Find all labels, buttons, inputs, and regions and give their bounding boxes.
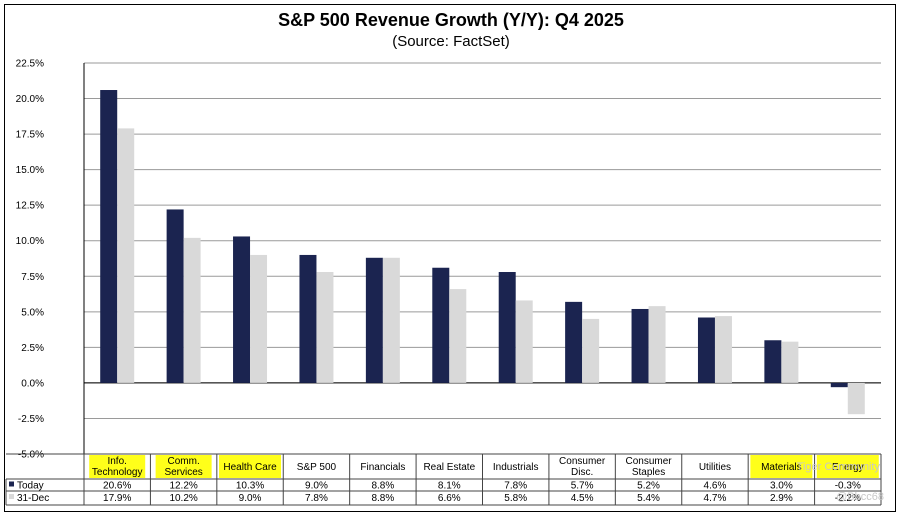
category-highlight bbox=[89, 455, 146, 478]
bar-31dec bbox=[449, 289, 467, 383]
bar-today bbox=[631, 308, 649, 383]
category-label: Industrials bbox=[493, 462, 539, 473]
y-tick-label: -5.0% bbox=[18, 450, 44, 461]
data-label: 5.8% bbox=[504, 493, 527, 504]
bar-today bbox=[697, 317, 715, 383]
category-label: Energy bbox=[832, 462, 864, 473]
data-label: 3.0% bbox=[770, 481, 793, 492]
category-label: Services bbox=[164, 467, 202, 478]
bar-today bbox=[233, 236, 251, 383]
category-label: Utilities bbox=[699, 462, 731, 473]
bar-today bbox=[498, 272, 516, 383]
category-label: Financials bbox=[360, 462, 405, 473]
category-label: Consumer bbox=[559, 456, 606, 467]
bar-31dec bbox=[714, 316, 732, 383]
bar-today bbox=[100, 90, 118, 383]
category-label: Technology bbox=[92, 467, 143, 478]
y-tick-label: 5.0% bbox=[21, 307, 44, 318]
data-label: 10.3% bbox=[236, 481, 264, 492]
bar-31dec bbox=[781, 341, 799, 383]
legend-swatch bbox=[9, 494, 14, 499]
data-label: 10.2% bbox=[169, 493, 197, 504]
bar-today bbox=[830, 382, 848, 388]
legend-label: 31-Dec bbox=[17, 493, 49, 504]
data-label: 4.7% bbox=[704, 493, 727, 504]
y-tick-label: 12.5% bbox=[16, 201, 44, 212]
data-label: 5.4% bbox=[637, 493, 660, 504]
chart-frame bbox=[4, 4, 896, 512]
bar-31dec bbox=[183, 237, 201, 383]
y-tick-label: 7.5% bbox=[21, 272, 44, 283]
bar-31dec bbox=[582, 318, 600, 383]
legend-label: Today bbox=[17, 481, 44, 492]
category-label: Consumer bbox=[625, 456, 672, 467]
data-label: 12.2% bbox=[169, 481, 197, 492]
category-highlight bbox=[750, 455, 813, 478]
data-label: 9.0% bbox=[239, 493, 262, 504]
bar-31dec bbox=[316, 272, 334, 383]
data-label: 8.8% bbox=[371, 481, 394, 492]
category-label: Real Estate bbox=[423, 462, 475, 473]
y-tick-label: 15.0% bbox=[16, 165, 44, 176]
bar-31dec bbox=[847, 382, 865, 415]
bar-today bbox=[432, 267, 450, 383]
data-label: 4.5% bbox=[571, 493, 594, 504]
data-label: 20.6% bbox=[103, 481, 131, 492]
bar-31dec bbox=[117, 128, 135, 383]
bar-today bbox=[565, 301, 583, 383]
y-tick-label: 17.5% bbox=[16, 130, 44, 141]
y-tick-label: 22.5% bbox=[16, 59, 44, 70]
data-label: 2.9% bbox=[770, 493, 793, 504]
bar-31dec bbox=[382, 257, 400, 383]
bar-31dec bbox=[515, 300, 533, 383]
category-label: Staples bbox=[632, 467, 665, 478]
data-label: 17.9% bbox=[103, 493, 131, 504]
data-label: 8.1% bbox=[438, 481, 461, 492]
y-tick-label: 2.5% bbox=[21, 343, 44, 354]
data-label: 7.8% bbox=[504, 481, 527, 492]
bar-31dec bbox=[648, 306, 666, 383]
watermark-text: Tiger Community bbox=[797, 461, 881, 473]
category-label: Health Care bbox=[223, 462, 277, 473]
y-tick-label: -2.5% bbox=[18, 414, 44, 425]
data-label: 5.2% bbox=[637, 481, 660, 492]
category-label: Disc. bbox=[571, 467, 593, 478]
bar-today bbox=[299, 254, 317, 383]
y-tick-label: 10.0% bbox=[16, 236, 44, 247]
chart-subtitle: (Source: FactSet) bbox=[392, 33, 510, 50]
category-label: Comm. bbox=[168, 456, 200, 467]
data-label: 7.8% bbox=[305, 493, 328, 504]
bar-today bbox=[764, 340, 782, 383]
data-label: -2.2% bbox=[835, 493, 861, 504]
category-label: Info. bbox=[107, 456, 126, 467]
data-label: 8.8% bbox=[371, 493, 394, 504]
legend-swatch bbox=[9, 481, 14, 487]
y-tick-label: 20.0% bbox=[16, 94, 44, 105]
category-highlight bbox=[219, 455, 282, 478]
data-label: 5.7% bbox=[571, 481, 594, 492]
data-label: 4.6% bbox=[704, 481, 727, 492]
bar-31dec bbox=[250, 254, 268, 383]
y-tick-label: 0.0% bbox=[21, 378, 44, 389]
bar-today bbox=[365, 257, 383, 383]
bar-today bbox=[166, 209, 184, 383]
data-label: -0.3% bbox=[835, 481, 861, 492]
watermark-handle: @Bbcc68 bbox=[836, 491, 884, 503]
category-highlight bbox=[816, 455, 879, 478]
category-label: S&P 500 bbox=[297, 462, 337, 473]
category-label: Materials bbox=[761, 462, 802, 473]
data-label: 6.6% bbox=[438, 493, 461, 504]
category-highlight bbox=[155, 455, 212, 478]
data-label: 9.0% bbox=[305, 481, 328, 492]
chart-title: S&P 500 Revenue Growth (Y/Y): Q4 2025 bbox=[278, 10, 624, 30]
